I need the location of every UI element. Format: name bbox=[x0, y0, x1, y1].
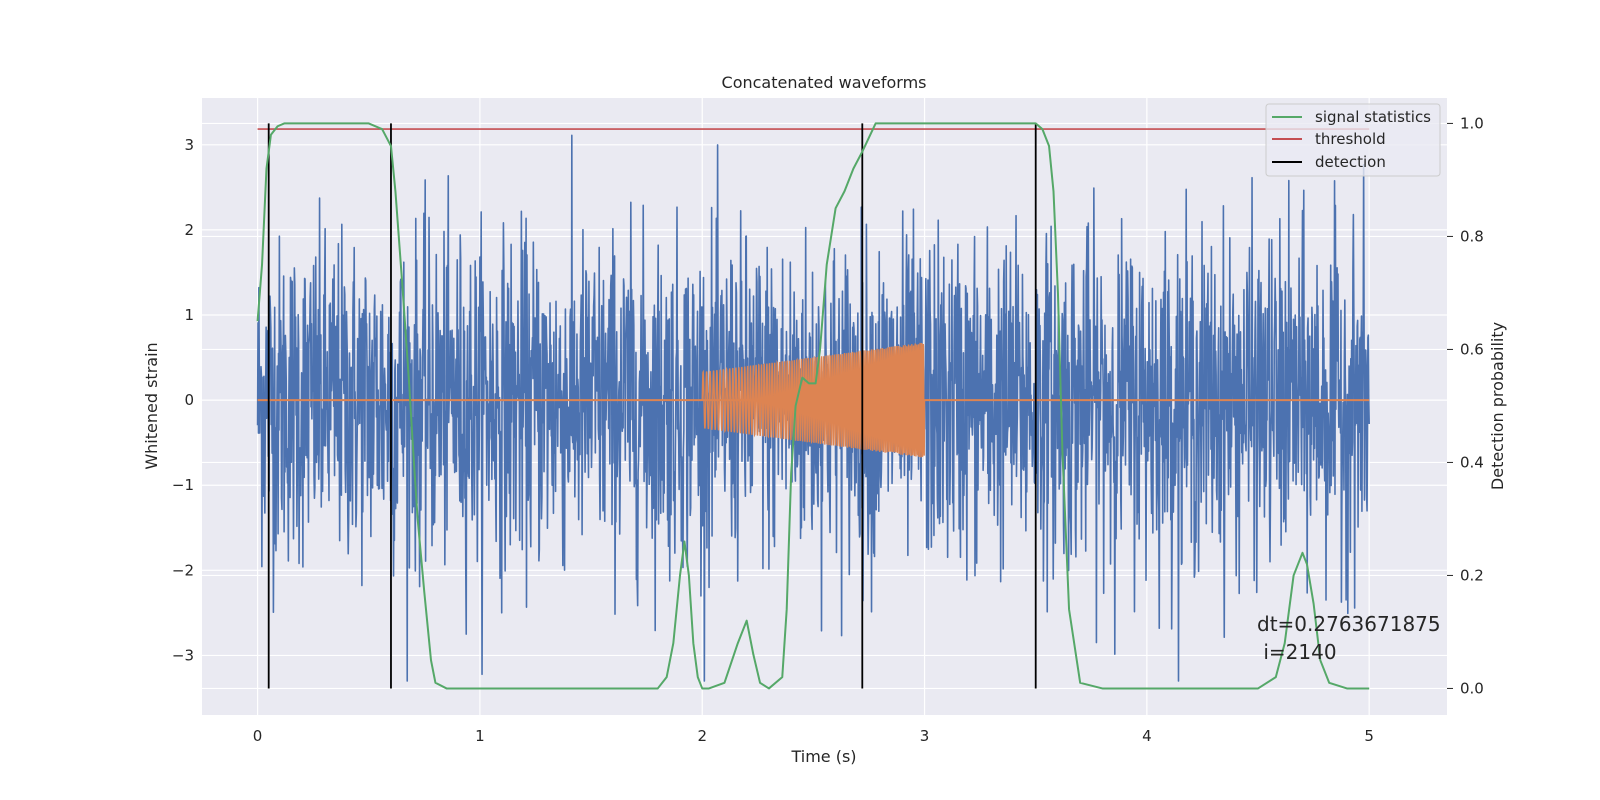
y-tick-label: 3 bbox=[184, 136, 194, 154]
y-tick-label: 1 bbox=[184, 306, 194, 324]
annotation-i: i=2140 bbox=[1257, 640, 1337, 664]
y-tick-label: −1 bbox=[172, 476, 194, 494]
x-tick-label: 1 bbox=[475, 727, 485, 745]
y2-tick-label: 0.8 bbox=[1460, 227, 1484, 245]
legend-label-detection: detection bbox=[1315, 153, 1386, 171]
legend-label-signal-statistics: signal statistics bbox=[1315, 108, 1431, 126]
legend-box bbox=[1265, 103, 1441, 177]
chart-title: Concatenated waveforms bbox=[722, 73, 927, 92]
y2-tick-label: 0.0 bbox=[1460, 679, 1484, 697]
y-tick-label: −2 bbox=[172, 561, 194, 579]
tick-labels: 0 1 2 3 4 5 −3 −2 −1 0 1 2 3 0.0 0.2 0.4 0.6 0.8 1.0 bbox=[172, 114, 1484, 745]
y2-axis-label: Detection probability bbox=[1488, 322, 1507, 490]
x-tick-label: 0 bbox=[253, 727, 263, 745]
x-tick-label: 5 bbox=[1364, 727, 1374, 745]
y-tick-label: 2 bbox=[184, 221, 194, 239]
y2-tick-label: 1.0 bbox=[1460, 114, 1484, 132]
y2-tick-label: 0.6 bbox=[1460, 340, 1484, 358]
x-axis-label: Time (s) bbox=[790, 747, 856, 766]
y-tick-label: 0 bbox=[184, 391, 194, 409]
y2-tick-label: 0.4 bbox=[1460, 453, 1484, 471]
series-layer bbox=[256, 122, 1370, 690]
x-tick-label: 4 bbox=[1142, 727, 1152, 745]
legend: signal statistics threshold detection bbox=[1265, 103, 1441, 177]
y2-tick-label: 0.2 bbox=[1460, 566, 1484, 584]
annotation-dt: dt=0.2763671875 bbox=[1257, 612, 1441, 636]
y-axis-label: Whitened strain bbox=[142, 342, 161, 469]
legend-label-threshold: threshold bbox=[1315, 130, 1386, 148]
signal-statistics-line bbox=[256, 122, 1370, 690]
injected-signal-line bbox=[701, 342, 926, 458]
y-tick-label: −3 bbox=[172, 646, 194, 664]
x-tick-label: 2 bbox=[697, 727, 707, 745]
x-tick-label: 3 bbox=[920, 727, 930, 745]
